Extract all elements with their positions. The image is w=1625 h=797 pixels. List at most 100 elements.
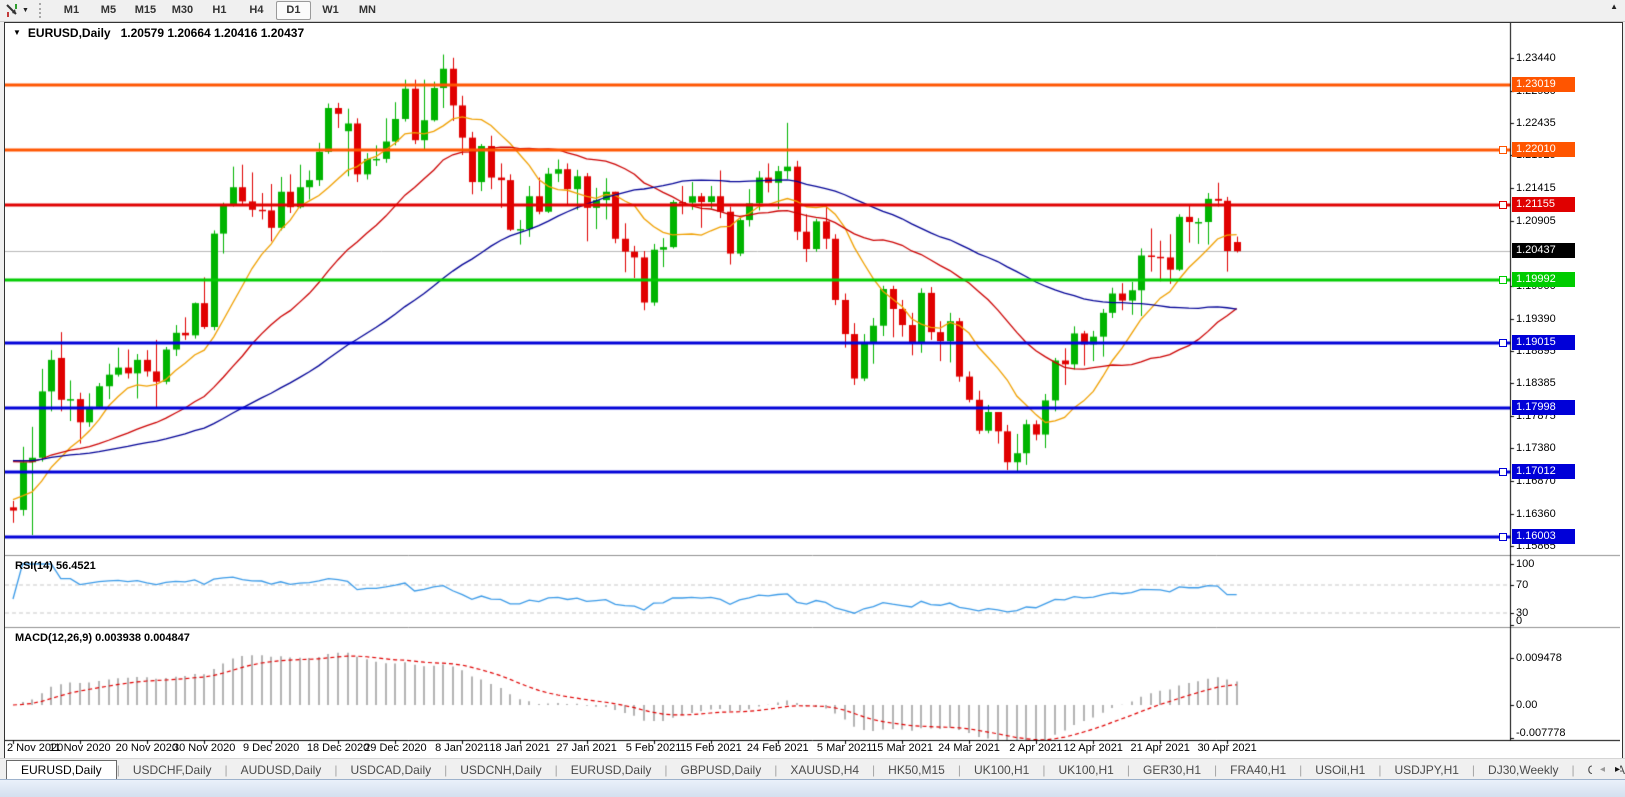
chart-tab-14[interactable]: USDJPY,H1 bbox=[1394, 763, 1459, 777]
macd-label: MACD(12,26,9) 0.003938 0.004847 bbox=[15, 632, 190, 644]
timeframe-button-m1[interactable]: M1 bbox=[63, 4, 80, 16]
rsi-axis-label: 0 bbox=[1516, 615, 1523, 627]
tab-divider: | bbox=[1299, 763, 1303, 777]
hline-drag-handle[interactable] bbox=[1499, 532, 1507, 541]
chart-tab-4[interactable]: USDCNH,Daily bbox=[460, 763, 542, 777]
macd-axis-label: -0.007778 bbox=[1516, 727, 1566, 739]
tab-divider: | bbox=[554, 763, 558, 777]
current-price-badge: 1.20437 bbox=[1512, 243, 1575, 259]
price-axis-tick: 1.21415 bbox=[1516, 182, 1556, 195]
rsi-axis-label: 70 bbox=[1516, 579, 1529, 591]
date-axis-label: 18 Jan 2021 bbox=[489, 742, 550, 754]
toolbar-grip[interactable] bbox=[38, 3, 44, 18]
date-axis-label: 5 Mar 2021 bbox=[816, 742, 873, 754]
date-axis-label: 21 Apr 2021 bbox=[1130, 742, 1190, 754]
symbol-timeframe-label: EURUSD,Daily bbox=[27, 26, 111, 40]
timeframe-button-h1[interactable]: H1 bbox=[212, 4, 227, 16]
price-axis-tick: 1.19390 bbox=[1516, 312, 1556, 325]
window-menu-icon[interactable]: ▼ bbox=[13, 27, 21, 37]
tab-divider: | bbox=[444, 763, 448, 777]
chart-tab-8[interactable]: HK50,M15 bbox=[888, 763, 945, 777]
hline-drag-handle[interactable] bbox=[1499, 338, 1507, 347]
chart-tab-6[interactable]: GBPUSD,Daily bbox=[680, 763, 762, 777]
toolbar-overflow-icon[interactable]: ▲ bbox=[1610, 2, 1618, 11]
chart-title: ▼ EURUSD,Daily 1.20579 1.20664 1.20416 1… bbox=[13, 26, 304, 40]
date-axis-label: 11 Nov 2020 bbox=[49, 742, 111, 754]
chart-canvas[interactable] bbox=[5, 23, 1620, 756]
date-axis-label: 2 Nov 2020 bbox=[7, 742, 64, 754]
timeframe-button-mn[interactable]: MN bbox=[358, 4, 376, 16]
tab-divider: | bbox=[1042, 763, 1046, 777]
chart-tab-7[interactable]: XAUUSD,H4 bbox=[790, 763, 860, 777]
hline-drag-handle[interactable] bbox=[1499, 275, 1507, 284]
tab-divider: | bbox=[334, 763, 338, 777]
tab-divider: | bbox=[116, 763, 120, 777]
date-axis-label: 27 Jan 2021 bbox=[556, 742, 617, 754]
hline-price-badge[interactable]: 1.22010 bbox=[1512, 141, 1575, 157]
hline-price-badge[interactable]: 1.19015 bbox=[1512, 334, 1575, 350]
rsi-axis-label: 100 bbox=[1516, 558, 1535, 570]
chart-tab-13[interactable]: USOil,H1 bbox=[1315, 763, 1366, 777]
timeframe-button-m30[interactable]: M30 bbox=[171, 4, 194, 16]
status-strip bbox=[0, 779, 1625, 797]
price-axis-tick: 1.22435 bbox=[1516, 116, 1556, 129]
date-axis-label: 8 Jan 2021 bbox=[435, 742, 490, 754]
chart-tab-2[interactable]: AUDUSD,Daily bbox=[240, 763, 322, 777]
tab-divider: | bbox=[224, 763, 228, 777]
date-axis-label: 2 Apr 2021 bbox=[1009, 742, 1063, 754]
hline-price-badge[interactable]: 1.21155 bbox=[1512, 196, 1575, 212]
chart-tab-15[interactable]: DJ30,Weekly bbox=[1488, 763, 1559, 777]
tabs-scroll-right-icon[interactable]: ▸ bbox=[1614, 764, 1620, 775]
chart-tabs: EURUSD,Daily | USDCHF,Daily | AUDUSD,Daily | U… bbox=[0, 758, 1625, 780]
chart-tab-5[interactable]: EURUSD,Daily bbox=[570, 763, 652, 777]
date-axis-label: 24 Feb 2021 bbox=[746, 742, 809, 754]
timeframe-button-m15[interactable]: M15 bbox=[134, 4, 157, 16]
hline-price-badge[interactable]: 1.17998 bbox=[1512, 400, 1575, 416]
date-axis-label: 18 Dec 2020 bbox=[306, 742, 370, 754]
hline-drag-handle[interactable] bbox=[1499, 200, 1507, 209]
hline-price-badge[interactable]: 1.16003 bbox=[1512, 528, 1575, 544]
tab-divider: | bbox=[1126, 763, 1130, 777]
price-axis-tick: 1.20905 bbox=[1516, 215, 1556, 228]
hline-price-badge[interactable]: 1.19992 bbox=[1512, 271, 1575, 287]
chart-tab-3[interactable]: USDCAD,Daily bbox=[350, 763, 432, 777]
timeframe-button-h4[interactable]: H4 bbox=[249, 4, 264, 16]
date-axis-label: 20 Nov 2020 bbox=[115, 742, 179, 754]
timeframe-button-m5[interactable]: M5 bbox=[100, 4, 117, 16]
hline-drag-handle[interactable] bbox=[1499, 145, 1507, 154]
macd-axis-label: 0.00 bbox=[1516, 699, 1538, 711]
tab-divider: | bbox=[957, 763, 961, 777]
date-axis-label: 30 Nov 2020 bbox=[172, 742, 236, 754]
date-axis-label: 29 Dec 2020 bbox=[364, 742, 427, 754]
tab-divider: | bbox=[872, 763, 876, 777]
timeframe-toolbar: ▼ M1 M5 M15 M30 H1 H4 D1 W1 MN ▲ bbox=[0, 0, 1625, 22]
hline-price-badge[interactable]: 1.23019 bbox=[1512, 76, 1575, 92]
tab-divider: | bbox=[774, 763, 778, 777]
price-axis-tick: 1.17380 bbox=[1516, 442, 1556, 455]
chart-tab-12[interactable]: FRA40,H1 bbox=[1230, 763, 1287, 777]
cursor-dropdown-icon[interactable]: ▼ bbox=[22, 7, 29, 14]
macd-axis-label: 0.009478 bbox=[1516, 651, 1562, 664]
date-axis-label: 24 Mar 2021 bbox=[938, 742, 1000, 754]
tab-divider: | bbox=[1214, 763, 1218, 777]
date-axis-label: 15 Mar 2021 bbox=[871, 742, 933, 754]
price-axis-tick: 1.16360 bbox=[1516, 507, 1556, 520]
date-axis-label: 12 Apr 2021 bbox=[1063, 742, 1123, 754]
chart-tab-1[interactable]: USDCHF,Daily bbox=[132, 763, 212, 777]
timeframe-button-w1[interactable]: W1 bbox=[322, 4, 339, 16]
timeframe-button-d1[interactable]: D1 bbox=[275, 1, 311, 20]
date-axis-label: 9 Dec 2020 bbox=[242, 742, 300, 754]
hline-price-badge[interactable]: 1.17012 bbox=[1512, 463, 1575, 479]
rsi-label: RSI(14) 56.4521 bbox=[15, 560, 96, 572]
chart-cursor-icon[interactable] bbox=[3, 3, 21, 19]
tabs-scroll-left-icon[interactable]: ◂ bbox=[1599, 764, 1605, 775]
chart-tab-10[interactable]: UK100,H1 bbox=[1058, 763, 1114, 777]
tab-divider: | bbox=[1378, 763, 1382, 777]
chart-tab-0[interactable]: EURUSD,Daily bbox=[6, 760, 117, 780]
tab-divider: | bbox=[664, 763, 668, 777]
date-axis-label: 5 Feb 2021 bbox=[625, 742, 682, 754]
chart-tab-11[interactable]: GER30,H1 bbox=[1142, 763, 1202, 777]
price-axis-tick: 1.18385 bbox=[1516, 377, 1556, 390]
hline-drag-handle[interactable] bbox=[1499, 467, 1507, 476]
chart-tab-9[interactable]: UK100,H1 bbox=[973, 763, 1030, 777]
